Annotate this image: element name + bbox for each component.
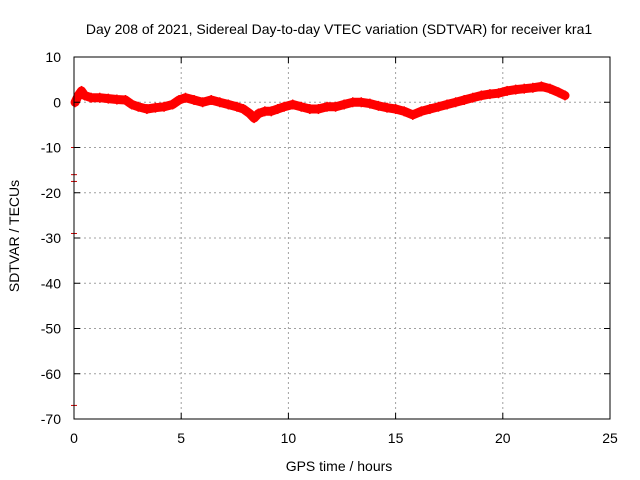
data-point bbox=[400, 106, 409, 117]
data-point bbox=[297, 101, 306, 112]
data-point bbox=[151, 102, 160, 113]
data-point bbox=[134, 101, 143, 112]
data-point bbox=[104, 93, 113, 104]
data-point bbox=[305, 104, 314, 115]
data-point bbox=[273, 104, 282, 115]
data-point bbox=[511, 84, 520, 95]
data-point bbox=[198, 97, 207, 108]
x-tick-label: 0 bbox=[70, 430, 78, 446]
data-point bbox=[485, 89, 494, 100]
data-point bbox=[175, 94, 184, 105]
y-tick-label: -20 bbox=[41, 185, 61, 201]
data-point bbox=[80, 90, 89, 101]
data-point bbox=[267, 106, 276, 117]
series-band bbox=[70, 81, 570, 123]
data-point bbox=[451, 97, 460, 108]
data-point bbox=[383, 102, 392, 113]
data-point bbox=[503, 85, 512, 96]
x-tick-label: 15 bbox=[388, 430, 404, 446]
data-point bbox=[331, 101, 340, 112]
y-tick-label: -10 bbox=[41, 140, 61, 156]
data-point bbox=[417, 106, 426, 117]
chart-title: Day 208 of 2021, Sidereal Day-to-day VTE… bbox=[86, 21, 592, 37]
data-point bbox=[348, 97, 357, 108]
y-tick-label: 10 bbox=[45, 49, 61, 65]
data-point bbox=[280, 101, 289, 112]
data-point bbox=[365, 98, 374, 109]
data-point bbox=[142, 104, 151, 115]
data-point bbox=[112, 94, 121, 105]
data-point bbox=[160, 101, 169, 112]
y-tick-label: -60 bbox=[41, 366, 61, 382]
data-point bbox=[215, 97, 224, 108]
y-tick-label: 0 bbox=[53, 94, 61, 110]
data-point bbox=[494, 88, 503, 99]
data-point bbox=[95, 92, 104, 103]
data-point bbox=[528, 82, 537, 93]
data-point bbox=[181, 92, 190, 103]
grid bbox=[74, 57, 610, 419]
data-point bbox=[468, 92, 477, 103]
data-point bbox=[537, 81, 546, 92]
x-tick-label: 20 bbox=[495, 430, 511, 446]
data-point bbox=[545, 83, 554, 94]
data-point bbox=[239, 104, 248, 115]
data-point bbox=[477, 90, 486, 101]
y-axis-label: SDTVAR / TECUs bbox=[6, 180, 22, 292]
data-point bbox=[232, 101, 241, 112]
tick-marks bbox=[73, 56, 611, 420]
x-tick-label: 25 bbox=[602, 430, 618, 446]
data-point bbox=[207, 94, 216, 105]
data-point bbox=[250, 113, 259, 124]
data-point bbox=[121, 94, 130, 105]
data-point bbox=[254, 108, 263, 119]
tick-labels: 0 5 10 15 20 25 -70 -60 -50 -40 -30 -20 -10 0 10 bbox=[41, 49, 618, 446]
y-tick-label: -50 bbox=[41, 321, 61, 337]
data-point bbox=[554, 87, 563, 98]
data-point bbox=[168, 99, 177, 110]
data-point bbox=[340, 99, 349, 110]
data-point bbox=[314, 104, 323, 115]
data-point bbox=[408, 109, 417, 120]
data-point bbox=[322, 101, 331, 112]
data-point bbox=[560, 90, 569, 101]
data-point bbox=[245, 108, 254, 119]
data-point bbox=[288, 99, 297, 110]
data-point bbox=[374, 100, 383, 111]
data-point bbox=[224, 99, 233, 110]
data-point bbox=[434, 101, 443, 112]
data-point bbox=[127, 99, 136, 110]
data-point bbox=[443, 99, 452, 110]
data-point bbox=[460, 94, 469, 105]
x-tick-label: 5 bbox=[177, 430, 185, 446]
data-point bbox=[87, 92, 96, 103]
y-tick-label: -40 bbox=[41, 275, 61, 291]
data-point bbox=[391, 104, 400, 115]
data-point bbox=[425, 104, 434, 115]
data-point bbox=[190, 94, 199, 105]
x-axis-label: GPS time / hours bbox=[286, 458, 393, 474]
x-tick-label: 10 bbox=[281, 430, 297, 446]
data-point bbox=[520, 83, 529, 94]
y-tick-label: -30 bbox=[41, 230, 61, 246]
y-tick-label: -70 bbox=[41, 411, 61, 427]
data-point bbox=[357, 97, 366, 108]
